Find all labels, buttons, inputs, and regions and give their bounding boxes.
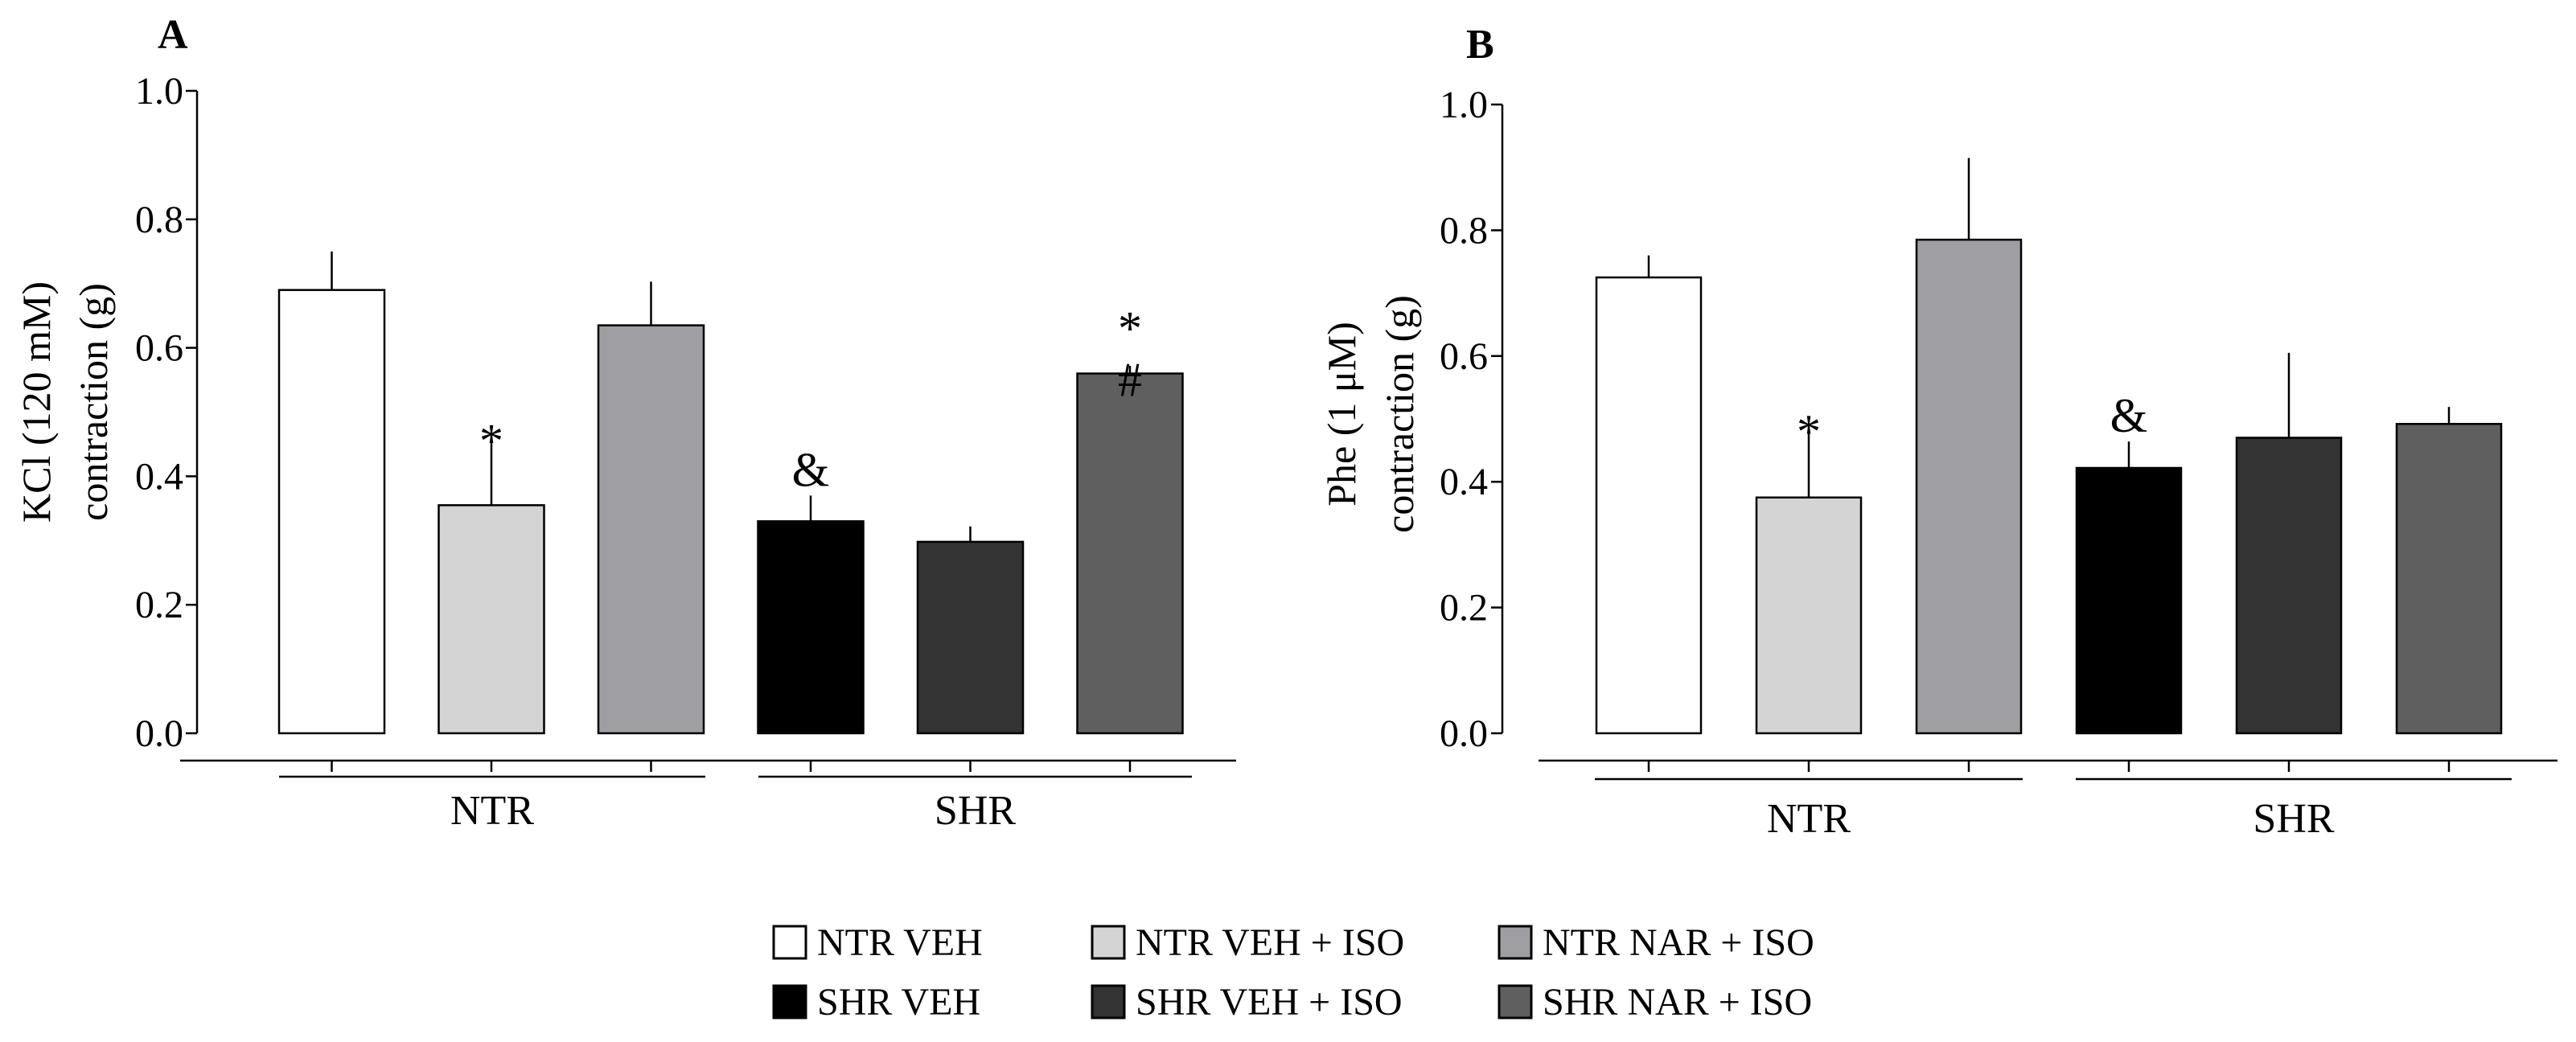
panel-a-bar-3	[757, 520, 865, 735]
panel-a-group-label-shr: SHR	[935, 788, 1016, 834]
panel-a-y-tick-label: 1.0	[135, 70, 183, 113]
panel-b-ylabel-line2: contraction (g)	[1377, 295, 1422, 533]
panel-a-significance-5: *	[1118, 302, 1142, 355]
panel-a-chart: A KCl (120 mM) contraction (g) 0.0 0.2 0.4…	[14, 12, 1236, 834]
panel-a-significance-1: *	[479, 414, 503, 467]
panel-b-y-tick-label: 0.8	[1440, 209, 1488, 252]
panel-b-bar-5	[2395, 423, 2503, 735]
panel-a-bar-2	[597, 324, 705, 735]
panel-b-y-tick-label: 1.0	[1440, 84, 1488, 126]
panel-a-ylabel-line1: KCl (120 mM)	[14, 281, 59, 523]
legend-swatch-ntr-veh	[772, 925, 807, 960]
panel-b-group-label-shr: SHR	[2253, 796, 2334, 842]
panel-b-y-tick-label: 0.0	[1440, 712, 1488, 755]
legend-swatch-shr-veh-iso	[1091, 984, 1126, 1019]
panel-a-bar-0	[277, 289, 386, 735]
panel-b-significance-1: *	[1797, 405, 1821, 458]
panel-a-bar-5	[1076, 372, 1184, 735]
legend: NTR VEH NTR VEH + ISO NTR NAR + ISO SHR VEH…	[772, 921, 1814, 1024]
legend-label-shr-veh-iso: SHR VEH + ISO	[1136, 981, 1403, 1024]
panel-a-y-tick-label: 0.2	[135, 584, 183, 626]
panel-b-y-tick-label: 0.2	[1440, 587, 1488, 630]
panel-a-bar-1	[438, 504, 545, 735]
legend-label-ntr-veh: NTR VEH	[817, 921, 983, 964]
panel-b-y-tick-label: 0.6	[1440, 335, 1488, 378]
legend-label-shr-veh: SHR VEH	[817, 981, 980, 1024]
panel-b-group-label-ntr: NTR	[1767, 796, 1851, 842]
panel-b-chart: B Phe (1 μM) contraction (g) 0.0 0.2 0.4 0.…	[1319, 22, 2558, 842]
legend-swatch-shr-nar-iso	[1498, 984, 1533, 1019]
panel-a-y-tick-label: 0.8	[135, 199, 183, 241]
panel-a-group-label-ntr: NTR	[450, 788, 534, 834]
panel-a-y-tick-label: 0.6	[135, 327, 183, 370]
panel-b-y-tick-label: 0.4	[1440, 461, 1488, 503]
legend-swatch-shr-veh	[772, 984, 807, 1019]
panel-a-significance-3: &	[792, 443, 830, 496]
legend-label-ntr-veh-iso: NTR VEH + ISO	[1136, 921, 1404, 964]
panel-b-bar-3	[2075, 466, 2183, 735]
panel-b-bar-4	[2235, 437, 2343, 735]
panel-b-ylabel-line1: Phe (1 μM)	[1319, 322, 1364, 507]
panel-a-letter: A	[158, 12, 188, 58]
legend-swatch-ntr-veh-iso	[1091, 925, 1126, 960]
panel-b-letter: B	[1466, 22, 1494, 68]
panel-a-bar-4	[916, 540, 1025, 735]
panel-a-y-tick-label: 0.0	[135, 712, 183, 755]
panel-b-significance-3: &	[2110, 389, 2148, 442]
panel-b-bar-1	[1755, 496, 1863, 735]
legend-label-shr-nar-iso: SHR NAR + ISO	[1543, 981, 1812, 1024]
legend-swatch-ntr-nar-iso	[1498, 925, 1533, 960]
panel-a-y-tick-label: 0.4	[135, 455, 183, 498]
legend-label-ntr-nar-iso: NTR NAR + ISO	[1543, 921, 1814, 964]
panel-b-bar-2	[1915, 238, 2023, 735]
panel-a-ylabel-line2: contraction (g)	[71, 283, 116, 521]
panel-b-bar-0	[1595, 276, 1703, 735]
panel-a-significance-5: #	[1118, 354, 1142, 407]
